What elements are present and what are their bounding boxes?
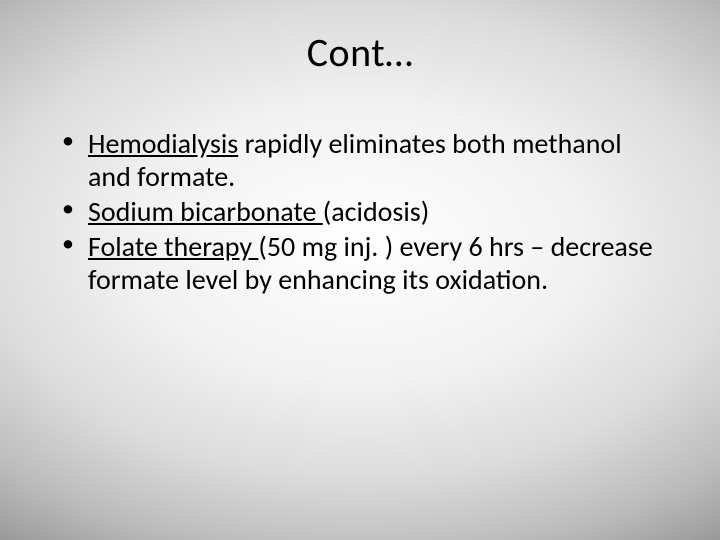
bullet-rest: (acidosis): [323, 194, 429, 229]
list-item: Hemodialysis rapidly eliminates both met…: [58, 127, 662, 193]
bullet-list: Hemodialysis rapidly eliminates both met…: [58, 127, 662, 296]
slide-body: Hemodialysis rapidly eliminates both met…: [0, 77, 720, 296]
bullet-underlined: Folate therapy: [88, 229, 258, 264]
list-item: Folate therapy (50 mg inj. ) every 6 hrs…: [58, 230, 662, 296]
slide-title: Cont…: [0, 0, 720, 77]
bullet-underlined: Sodium bicarbonate: [88, 194, 323, 229]
list-item: Sodium bicarbonate (acidosis): [58, 195, 662, 228]
bullet-underlined: Hemodialysis: [88, 126, 238, 161]
slide: Cont… Hemodialysis rapidly eliminates bo…: [0, 0, 720, 540]
